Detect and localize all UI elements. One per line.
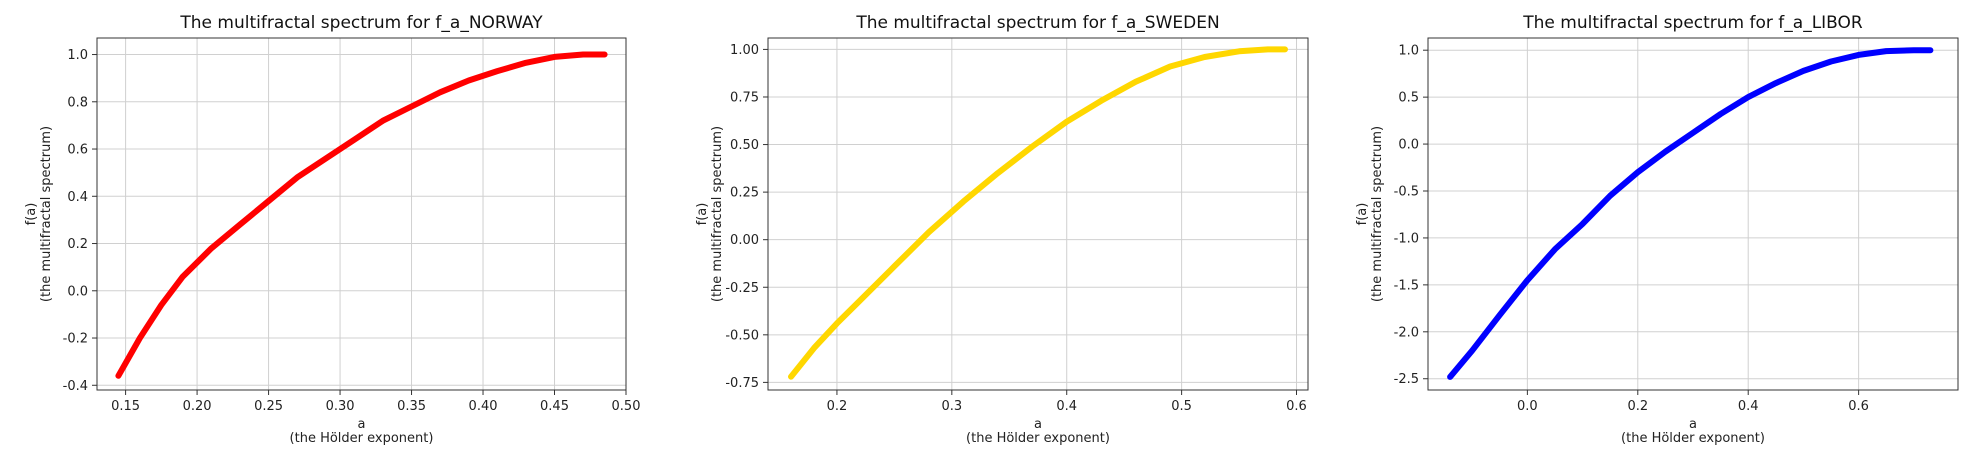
chart1-x-tick-label: 0.50 (612, 399, 641, 414)
chart1-title: The multifractal spectrum for f_a_NORWAY (179, 13, 543, 33)
chart3-x-axis-sublabel: (the Hölder exponent) (1621, 431, 1765, 446)
chart2-y-tick-label: 1.00 (730, 43, 759, 58)
chart1-y-tick-label: 0.2 (67, 237, 88, 252)
chart3-plot-frame (1427, 37, 1959, 391)
chart1-x-tick-label: 0.20 (183, 399, 212, 414)
chart3-x-tick-label: 0.6 (1848, 399, 1869, 414)
chart3-y-axis-label: f(a) (1355, 203, 1370, 226)
chart1-x-tick-label: 0.15 (111, 399, 140, 414)
chart2-y-tick-label: -0.25 (725, 281, 759, 296)
chart1-x-tick-label: 0.40 (469, 399, 498, 414)
chart3-y-tick-label: 1.0 (1398, 44, 1419, 59)
chart3-x-axis-label: a (1689, 417, 1697, 432)
chart1-y-tick-label: 1.0 (67, 48, 88, 63)
chart3-x-tick-label: 0.0 (1517, 399, 1538, 414)
chart3-x-tick-label: 0.2 (1627, 399, 1648, 414)
chart1-y-tick-label: 0.4 (67, 190, 88, 205)
chart2-y-tick-label: 0.50 (730, 138, 759, 153)
chart1-x-tick-label: 0.30 (326, 399, 355, 414)
chart2-title: The multifractal spectrum for f_a_SWEDEN (855, 13, 1219, 33)
chart2-y-tick-label: 0.00 (730, 233, 759, 248)
chart2-x-tick-label: 0.3 (941, 399, 962, 414)
chart2-y-tick-label: 0.75 (730, 90, 759, 105)
chart2-series-line (788, 46, 1288, 380)
chart1-series-line (115, 51, 608, 379)
chart1-x-axis-sublabel: (the Hölder exponent) (290, 431, 434, 446)
chart2-y-axis-sublabel: (the multifractal spectrum) (710, 126, 725, 302)
chart1-x-tick-label: 0.25 (254, 399, 283, 414)
chart2-plot-frame (767, 37, 1309, 391)
chart2-x-tick-label: 0.4 (1056, 399, 1077, 414)
chart3-x-tick-label: 0.4 (1738, 399, 1759, 414)
chart1-y-tick-label: 0.0 (67, 284, 88, 299)
chart2-y-tick-label: -0.50 (725, 328, 759, 343)
chart2-x-axis-sublabel: (the Hölder exponent) (966, 431, 1110, 446)
chart2-x-tick-label: 0.2 (827, 399, 848, 414)
chart2-x-tick-label: 0.5 (1171, 399, 1192, 414)
chart1-y-tick-label: 0.8 (67, 95, 88, 110)
chart2-y-tick-label: -0.75 (725, 376, 759, 391)
chart3-y-tick-label: 0.0 (1398, 138, 1419, 153)
chart1-x-tick-label: 0.45 (540, 399, 569, 414)
chart2-y-tick-label: 0.25 (730, 186, 759, 201)
chart3-y-tick-label: -0.5 (1394, 185, 1419, 200)
chart2-x-axis-label: a (1034, 417, 1042, 432)
chart3-title: The multifractal spectrum for f_a_LIBOR (1522, 13, 1863, 33)
chart1-x-tick-label: 0.35 (397, 399, 426, 414)
chart3-y-tick-label: -1.0 (1394, 231, 1419, 246)
chart1-y-tick-label: -0.4 (63, 379, 88, 394)
chart1-y-tick-label: 0.6 (67, 143, 88, 158)
chart1-y-tick-label: -0.2 (63, 332, 88, 347)
chart3-y-tick-label: -1.5 (1394, 278, 1419, 293)
chart3-y-tick-label: 0.5 (1398, 91, 1419, 106)
chart3-y-tick-label: -2.0 (1394, 325, 1419, 340)
chart3-y-tick-label: -2.5 (1394, 372, 1419, 387)
chart2-x-tick-label: 0.6 (1286, 399, 1307, 414)
chart1-y-axis-label: f(a) (24, 203, 39, 226)
chart1-y-axis-sublabel: (the multifractal spectrum) (39, 126, 54, 302)
chart1-plot-frame (96, 37, 627, 391)
chart1-x-axis-label: a (358, 417, 366, 432)
chart3-y-axis-sublabel: (the multifractal spectrum) (1370, 126, 1385, 302)
chart3-series-line (1447, 47, 1934, 380)
chart2-y-axis-label: f(a) (695, 203, 710, 226)
